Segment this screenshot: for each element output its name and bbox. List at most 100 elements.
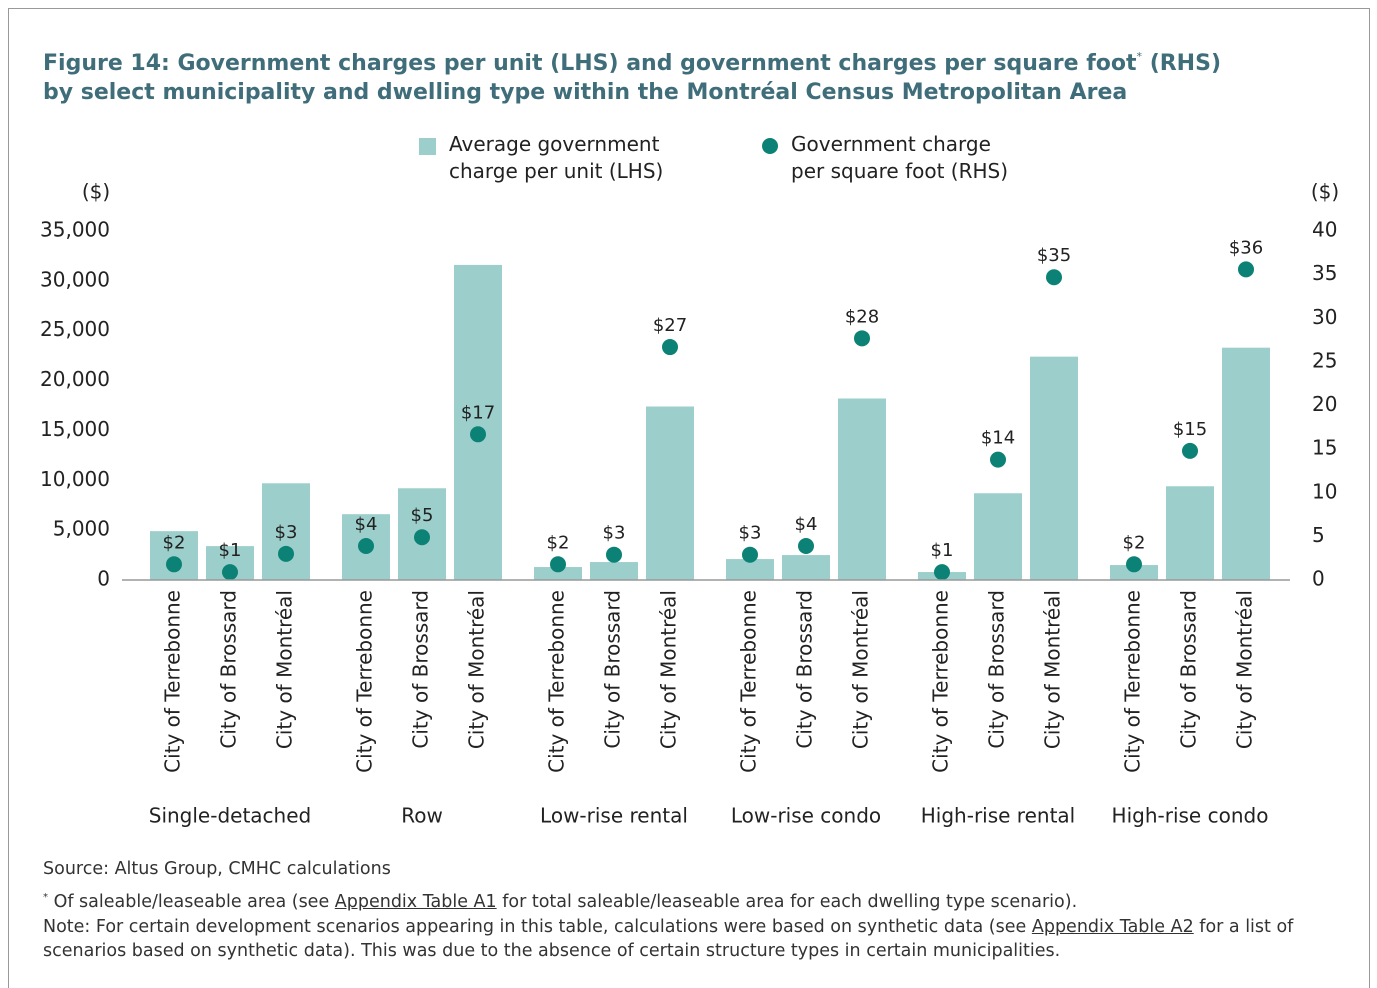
legend-swatch xyxy=(762,138,778,154)
link[interactable]: Appendix Table A2 xyxy=(1031,917,1194,937)
x-tick-label: City of Montréal xyxy=(273,590,297,749)
y-tick-label: 30,000 xyxy=(40,267,110,291)
data-label: $4 xyxy=(795,514,818,535)
data-label: $4 xyxy=(355,514,378,535)
footnote-text: Of saleable/leaseable area (see xyxy=(48,892,335,912)
x-tick-label: City of Brossard xyxy=(793,590,817,749)
dot xyxy=(358,537,374,554)
bar xyxy=(1222,347,1270,580)
x-tick-label: City of Brossard xyxy=(601,590,625,749)
dot xyxy=(166,556,182,573)
y-tick-label: 0 xyxy=(97,567,110,591)
y2-tick-label: 20 xyxy=(1312,392,1337,416)
x-tick-label: City of Brossard xyxy=(985,590,1009,749)
y2-axis-label: ($) xyxy=(1311,180,1339,204)
data-label: $2 xyxy=(547,532,570,553)
title-text: (RHS) xyxy=(1142,51,1221,76)
data-label: $1 xyxy=(931,540,954,561)
legend-swatch xyxy=(419,138,436,155)
dot xyxy=(742,546,758,563)
data-label: $35 xyxy=(1037,245,1071,266)
dot xyxy=(222,564,238,581)
bar xyxy=(646,406,694,580)
y2-tick-label: 15 xyxy=(1312,436,1337,460)
data-label: $3 xyxy=(739,523,762,544)
title-marker: * xyxy=(1136,50,1143,63)
note: Note: For certain development scenarios … xyxy=(43,915,1343,963)
data-label: $15 xyxy=(1173,419,1207,440)
y2-tick-label: 25 xyxy=(1312,348,1337,372)
bar xyxy=(590,562,638,580)
x-tick-label: City of Brossard xyxy=(1177,590,1201,749)
y2-tick-label: 0 xyxy=(1312,567,1325,591)
y2-tick-label: 40 xyxy=(1312,218,1337,242)
x-tick-label: City of Terrebonne xyxy=(545,590,569,773)
dot xyxy=(470,426,486,443)
data-label: $5 xyxy=(411,505,434,526)
y-tick-label: 15,000 xyxy=(40,417,110,441)
source: Source: Altus Group, CMHC calculations xyxy=(43,859,391,879)
dot xyxy=(1182,442,1198,459)
x-tick-label: City of Terrebonne xyxy=(161,590,185,773)
link[interactable]: Appendix Table A1 xyxy=(334,892,497,912)
data-label: $28 xyxy=(845,306,879,327)
dot xyxy=(414,529,430,546)
data-label: $27 xyxy=(653,315,687,336)
dot xyxy=(662,339,678,356)
dot xyxy=(1046,269,1062,286)
y2-tick-label: 10 xyxy=(1312,479,1337,503)
note-text: Note: For certain development scenarios … xyxy=(43,917,1032,937)
dot xyxy=(1238,261,1254,278)
group-label: Row xyxy=(401,804,443,828)
data-label: $3 xyxy=(275,522,298,543)
data-label: $2 xyxy=(1123,532,1146,553)
group-label: Low-rise rental xyxy=(540,804,688,828)
legend-label: Government charge per square foot (RHS) xyxy=(791,132,1009,183)
y2-tick-label: 30 xyxy=(1312,305,1337,329)
x-tick-label: City of Montréal xyxy=(657,590,681,749)
bar xyxy=(262,483,310,580)
data-label: $36 xyxy=(1229,237,1263,258)
bar xyxy=(534,567,582,580)
data-label: $2 xyxy=(163,532,186,553)
y2-tick-label: 5 xyxy=(1312,523,1325,547)
data-label: $3 xyxy=(603,523,626,544)
title-text: by select municipality and dwelling type… xyxy=(43,80,1128,105)
dot xyxy=(798,537,814,554)
dot xyxy=(550,556,566,573)
chart: ($) ($) 0 5,000 10,000 15,000 20,000 25,000 30… xyxy=(40,180,1339,828)
dot xyxy=(606,546,622,563)
bar xyxy=(1030,356,1078,580)
data-label: $1 xyxy=(219,540,242,561)
y-tick-label: 10,000 xyxy=(40,467,110,491)
footnote-marker: * xyxy=(43,892,48,903)
footnote: * Of saleable/leaseable area (see Append… xyxy=(43,886,1343,914)
bar xyxy=(782,555,830,580)
chart-title: Figure 14: Government charges per unit (… xyxy=(43,42,1221,107)
x-tick-label: City of Montréal xyxy=(465,590,489,749)
x-tick-label: City of Montréal xyxy=(849,590,873,749)
bar xyxy=(454,264,502,580)
legend-label: Average government charge per unit (LHS) xyxy=(449,132,664,183)
y-tick-label: 35,000 xyxy=(40,218,110,242)
data-label: $14 xyxy=(981,428,1015,449)
dot xyxy=(854,330,870,347)
note-text: for a list of scenarios based on synthet… xyxy=(43,917,1294,961)
bar xyxy=(1110,565,1158,580)
dot xyxy=(1126,556,1142,573)
dot xyxy=(990,451,1006,468)
dot xyxy=(934,564,950,581)
y-tick-label: 5,000 xyxy=(53,517,110,541)
x-tick-label: City of Terrebonne xyxy=(1121,590,1145,773)
y-tick-label: 20,000 xyxy=(40,367,110,391)
group-label: Low-rise condo xyxy=(731,804,881,828)
frame xyxy=(8,8,1370,988)
dot xyxy=(278,545,294,562)
x-tick-label: City of Terrebonne xyxy=(737,590,761,773)
bar xyxy=(1166,486,1214,580)
data-label: $17 xyxy=(461,402,495,423)
group-label: Single-detached xyxy=(149,804,311,828)
x-tick-label: City of Terrebonne xyxy=(353,590,377,773)
x-tick-label: City of Brossard xyxy=(217,590,241,749)
